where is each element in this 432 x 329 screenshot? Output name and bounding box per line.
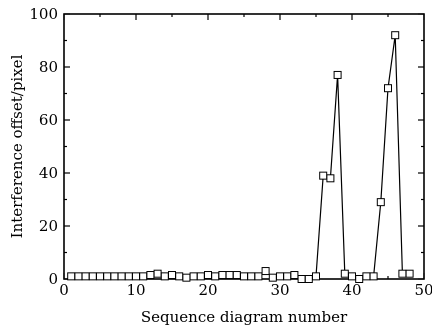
data-point-marker <box>104 273 111 280</box>
data-point-marker <box>392 32 399 39</box>
data-point-marker <box>111 273 118 280</box>
data-point-marker <box>176 273 183 280</box>
y-axis-label: Interference offset/pixel <box>8 54 26 238</box>
data-point-marker <box>277 273 284 280</box>
data-point-marker <box>291 272 298 279</box>
data-point-marker <box>269 274 276 281</box>
data-point-marker <box>205 272 212 279</box>
data-point-marker <box>147 272 154 279</box>
series-line <box>71 35 409 279</box>
data-point-marker <box>233 272 240 279</box>
y-tick-label: 40 <box>39 164 58 182</box>
x-tick-label: 10 <box>126 281 145 299</box>
axis-ticks <box>64 14 424 279</box>
y-tick-label: 100 <box>29 5 58 23</box>
data-point-marker <box>241 273 248 280</box>
data-point-marker <box>356 276 363 283</box>
data-point-marker <box>190 273 197 280</box>
data-point-marker <box>385 85 392 92</box>
data-point-marker <box>183 274 190 281</box>
data-point-marker <box>248 273 255 280</box>
data-point-marker <box>406 270 413 277</box>
data-point-marker <box>169 272 176 279</box>
data-point-marker <box>212 273 219 280</box>
data-point-marker <box>197 273 204 280</box>
data-point-marker <box>327 175 334 182</box>
data-point-marker <box>370 273 377 280</box>
data-point-marker <box>313 273 320 280</box>
y-tick-label: 60 <box>39 111 58 129</box>
x-tick-label: 0 <box>59 281 69 299</box>
data-point-marker <box>363 273 370 280</box>
tick-labels: 0 10 20 30 40 50 0 20 40 60 80 100 <box>29 5 432 299</box>
data-point-marker <box>89 273 96 280</box>
data-point-marker <box>219 272 226 279</box>
plot-area: 0 10 20 30 40 50 0 20 40 60 80 100 <box>29 5 432 299</box>
x-tick-label: 30 <box>270 281 289 299</box>
data-point-marker <box>133 273 140 280</box>
x-tick-label: 20 <box>198 281 217 299</box>
data-point-marker <box>377 199 384 206</box>
x-axis-label: Sequence diagram number <box>141 308 348 326</box>
data-point-marker <box>262 268 269 275</box>
data-point-marker <box>97 273 104 280</box>
data-point-marker <box>154 270 161 277</box>
y-tick-label: 20 <box>39 217 58 235</box>
x-tick-label: 50 <box>414 281 432 299</box>
data-point-marker <box>305 276 312 283</box>
data-point-marker <box>68 273 75 280</box>
x-tick-label: 40 <box>342 281 361 299</box>
plot-frame <box>64 14 424 279</box>
data-point-marker <box>334 71 341 78</box>
y-tick-label: 0 <box>48 270 58 288</box>
y-tick-label: 80 <box>39 58 58 76</box>
series-group <box>68 32 413 283</box>
data-point-marker <box>75 273 82 280</box>
data-point-marker <box>255 273 262 280</box>
data-point-marker <box>82 273 89 280</box>
data-point-marker <box>341 270 348 277</box>
data-point-marker <box>298 276 305 283</box>
data-point-marker <box>161 273 168 280</box>
data-point-marker <box>320 172 327 179</box>
data-point-marker <box>349 273 356 280</box>
data-point-marker <box>284 273 291 280</box>
data-point-marker <box>399 270 406 277</box>
data-point-marker <box>140 273 147 280</box>
data-point-marker <box>118 273 125 280</box>
data-point-marker <box>226 272 233 279</box>
data-point-marker <box>125 273 132 280</box>
